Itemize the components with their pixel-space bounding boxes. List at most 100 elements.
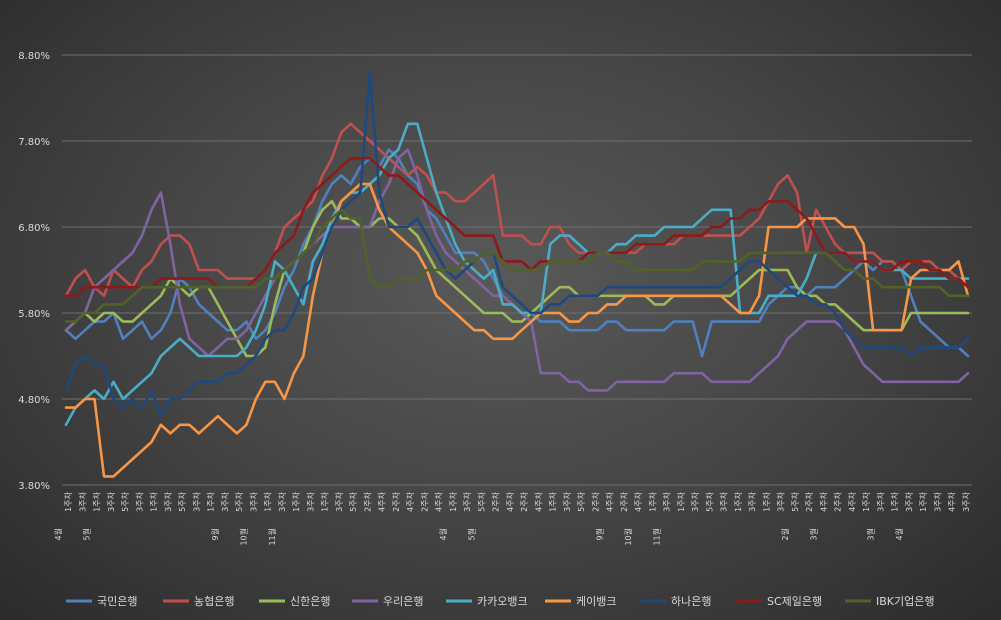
x-tick-label: 3주차	[720, 491, 729, 511]
x-tick-label: 3주차	[691, 491, 700, 511]
x-group-label: 9월	[595, 528, 605, 540]
x-tick-label: 2주차	[363, 491, 372, 511]
series-line-7	[64, 156, 970, 298]
x-tick-label: 3주차	[107, 491, 116, 511]
x-group-label: 10월	[623, 528, 633, 546]
y-tick-label: 4.80%	[18, 395, 50, 406]
legend-label: 카카오뱅크	[477, 595, 528, 608]
series-line-1	[64, 122, 970, 298]
legend-label: 신한은행	[290, 595, 330, 608]
x-tick-label: 3주차	[748, 491, 757, 511]
x-tick-label: 1주차	[762, 491, 771, 511]
x-tick-label: 1주차	[264, 491, 273, 511]
x-tick-label: 1주차	[292, 491, 301, 511]
x-tick-label: 3주차	[876, 491, 885, 511]
x-tick-label: 5주차	[349, 491, 358, 511]
x-tick-label: 5주차	[178, 491, 187, 511]
x-tick-label: 3주차	[192, 491, 201, 511]
legend-label: 하나은행	[671, 594, 711, 608]
legend-label: 국민은행	[97, 595, 137, 608]
x-tick-label: 4주차	[406, 491, 415, 511]
x-tick-label: 4주차	[378, 491, 387, 511]
x-tick-label: 3주차	[278, 491, 287, 511]
x-tick-label: 3주차	[135, 491, 144, 511]
x-tick-label: 1주차	[64, 491, 73, 511]
legend-label: IBK기업은행	[876, 595, 934, 608]
x-tick-label: 1주차	[549, 491, 558, 511]
x-tick-label: 1주차	[449, 491, 458, 511]
x-tick-label: 3주차	[164, 491, 173, 511]
x-tick-label: 5주차	[791, 491, 800, 511]
x-axis-ticks: 1주차 3주차 1주차 3주차 5주차 3주차 1주차 3주차 5주차 3주차 1주차 3주차 5주차 3…	[53, 491, 971, 545]
x-group-label: 3월	[865, 528, 875, 540]
x-tick-label: 4주차	[506, 491, 515, 511]
x-tick-label: 1주차	[734, 491, 743, 511]
x-group-label: 4월	[438, 528, 448, 540]
x-tick-label: 3주차	[563, 491, 572, 511]
legend-label: 우리은행	[383, 595, 423, 608]
y-tick-label: 8.80%	[18, 51, 50, 62]
x-tick-label: 3주차	[463, 491, 472, 511]
x-group-label: 4월	[894, 528, 904, 540]
y-axis-ticks: 3.80% 4.80% 5.80% 6.80% 7.80% 8.80%	[18, 51, 50, 492]
x-tick-label: 3주차	[777, 491, 786, 511]
x-tick-label: 2주차	[591, 491, 600, 511]
x-group-label: 3월	[808, 528, 818, 540]
x-tick-label: 4주차	[435, 491, 444, 511]
series-line-8	[64, 208, 970, 323]
x-tick-label: 2주차	[834, 491, 843, 511]
x-group-label: 5월	[466, 528, 476, 540]
x-tick-label: 2주차	[492, 491, 501, 511]
x-tick-label: 4주차	[948, 491, 957, 511]
x-tick-label: 2주차	[620, 491, 629, 511]
x-tick-label: 4주차	[534, 491, 543, 511]
x-tick-label: 3주차	[249, 491, 258, 511]
x-tick-label: 1주차	[677, 491, 686, 511]
series-line-2	[64, 199, 970, 358]
series-line-4	[64, 122, 970, 427]
x-tick-label: 4주차	[848, 491, 857, 511]
x-tick-label: 3주차	[306, 491, 315, 511]
x-tick-label: 2주차	[392, 491, 401, 511]
series-line-6	[64, 70, 970, 418]
x-tick-label: 4주차	[819, 491, 828, 511]
x-group-label: 2월	[780, 528, 790, 540]
x-tick-label: 1주차	[919, 491, 928, 511]
x-tick-label: 3주차	[962, 491, 971, 511]
x-tick-label: 1주차	[93, 491, 102, 511]
x-tick-label: 1주차	[321, 491, 330, 511]
x-tick-label: 3주차	[933, 491, 942, 511]
x-group-label: 11월	[652, 528, 662, 546]
x-tick-label: 5주차	[121, 491, 130, 511]
x-tick-label: 1주차	[150, 491, 159, 511]
x-group-label: 11월	[267, 528, 277, 546]
x-tick-label: 1주차	[207, 491, 216, 511]
x-group-label: 9월	[210, 528, 220, 540]
x-tick-label: 3주차	[905, 491, 914, 511]
y-tick-label: 6.80%	[18, 223, 50, 234]
x-tick-label: 5주차	[705, 491, 714, 511]
x-group-label: 10월	[238, 528, 248, 546]
legend: 국민은행 농협은행 신한은행 우리은행 카카오뱅크 케이뱅크 하나은행 SC제일은행 IBK기업…	[66, 594, 934, 608]
legend-label: 농협은행	[194, 595, 234, 608]
series-lines	[64, 70, 970, 478]
legend-label: SC제일은행	[767, 594, 822, 608]
y-tick-label: 3.80%	[18, 481, 50, 492]
x-tick-label: 1주차	[862, 491, 871, 511]
x-tick-label: 4주차	[606, 491, 615, 511]
x-tick-label: 5주차	[235, 491, 244, 511]
x-tick-label: 5주차	[477, 491, 486, 511]
x-tick-label: 3주차	[78, 491, 87, 511]
x-tick-label: 1주차	[891, 491, 900, 511]
y-tick-label: 5.80%	[18, 309, 50, 320]
gridlines	[62, 54, 972, 486]
y-tick-label: 7.80%	[18, 137, 50, 148]
x-tick-label: 5주차	[577, 491, 586, 511]
x-tick-label: 3주차	[221, 491, 230, 511]
x-tick-label: 2주차	[420, 491, 429, 511]
x-tick-label: 2주차	[805, 491, 814, 511]
x-tick-label: 3주차	[663, 491, 672, 511]
x-group-label: 4월	[53, 528, 63, 540]
legend-label: 케이뱅크	[576, 595, 616, 608]
